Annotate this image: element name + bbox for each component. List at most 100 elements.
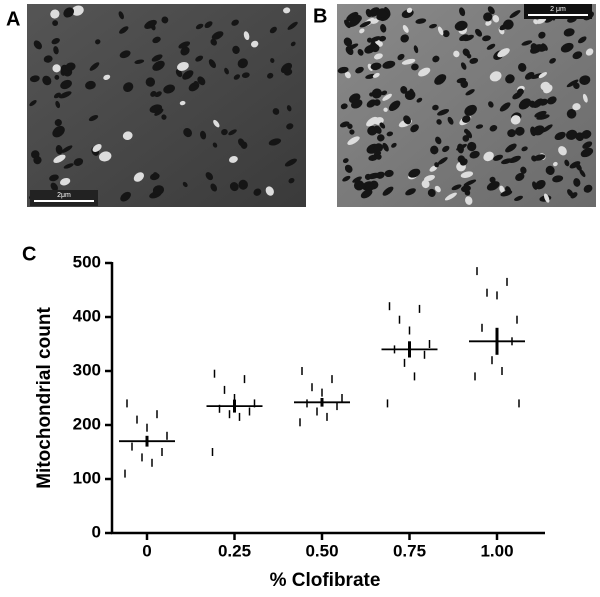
organelle <box>459 7 466 17</box>
organelle <box>290 41 296 47</box>
organelle <box>265 186 274 196</box>
organelle <box>195 55 204 62</box>
organelle <box>444 192 457 201</box>
organelle <box>182 70 194 80</box>
organelle <box>580 147 594 158</box>
organelle <box>175 69 183 78</box>
organelle <box>346 11 359 22</box>
y-tick-label: 400 <box>73 306 101 325</box>
organelle <box>61 145 73 153</box>
organelle <box>437 157 448 165</box>
organelle <box>536 17 547 24</box>
organelle <box>372 117 383 125</box>
organelle <box>423 174 435 182</box>
organelle <box>353 180 365 191</box>
organelle <box>558 146 567 156</box>
organelle <box>578 36 587 44</box>
organelle <box>270 58 275 63</box>
organelle <box>569 161 581 169</box>
y-tick-label: 200 <box>73 414 101 433</box>
organelle <box>268 138 282 146</box>
organelle <box>373 143 384 153</box>
organelle <box>53 92 61 99</box>
organelle <box>373 99 381 106</box>
organelle <box>359 21 372 28</box>
organelle <box>280 62 293 74</box>
organelle <box>287 21 298 30</box>
organelle <box>71 5 84 16</box>
organelle <box>486 43 496 50</box>
organelle <box>54 119 62 127</box>
organelle <box>180 46 190 56</box>
organelle <box>400 34 409 43</box>
panel-label: A <box>6 8 20 30</box>
organelle <box>272 108 280 115</box>
organelle <box>122 131 133 141</box>
organelle <box>530 43 539 53</box>
organelle <box>283 7 291 14</box>
organelle <box>119 50 131 59</box>
organelle <box>253 188 262 196</box>
organelle <box>49 174 59 182</box>
organelle <box>237 58 248 69</box>
organelle <box>119 26 129 34</box>
organelle <box>29 75 40 83</box>
organelle <box>401 58 416 65</box>
organelle <box>195 23 204 30</box>
organelle <box>524 71 535 80</box>
organelle <box>33 40 43 50</box>
organelle <box>210 38 217 46</box>
organelle <box>453 50 460 58</box>
organelle <box>408 168 421 178</box>
organelle <box>213 119 220 128</box>
x-tick-label: 0.75 <box>393 541 426 560</box>
y-tick-label: 0 <box>92 522 101 541</box>
organelle <box>493 154 504 161</box>
organelle <box>368 154 378 161</box>
organelle <box>63 7 75 18</box>
organelle <box>208 59 216 69</box>
organelle <box>421 179 430 189</box>
organelle <box>65 62 76 71</box>
organelle <box>204 21 213 29</box>
panel-label: B <box>313 5 327 27</box>
organelle <box>545 165 555 175</box>
organelle <box>154 108 164 116</box>
organelle <box>488 101 494 108</box>
organelle <box>92 143 102 153</box>
organelle <box>144 19 157 29</box>
organelle <box>451 184 462 191</box>
organelle <box>575 132 585 142</box>
organelle <box>566 109 577 119</box>
organelle <box>370 62 382 71</box>
organelle <box>200 130 207 140</box>
organelle <box>369 36 381 43</box>
organelle <box>475 124 484 129</box>
organelle <box>163 84 175 94</box>
organelle <box>288 177 295 184</box>
organelle <box>413 45 419 54</box>
organelle <box>564 159 570 167</box>
organelle <box>563 28 575 37</box>
organelle <box>432 55 440 63</box>
x-tick-label: 0.50 <box>305 541 338 560</box>
organelle <box>427 188 436 197</box>
organelle <box>456 143 467 151</box>
organelle <box>515 172 525 181</box>
organelle <box>460 171 474 178</box>
organelle <box>463 179 477 187</box>
organelle <box>238 138 245 147</box>
organelle <box>343 37 353 47</box>
organelle <box>355 66 364 74</box>
organelle <box>89 62 100 71</box>
organelle <box>499 102 511 112</box>
organelle <box>378 35 387 42</box>
organelle <box>176 61 189 71</box>
organelle <box>182 181 188 188</box>
organelle <box>432 104 439 111</box>
organelle <box>460 62 467 70</box>
organelle <box>53 154 66 163</box>
organelle <box>465 89 475 96</box>
organelle <box>560 42 574 53</box>
